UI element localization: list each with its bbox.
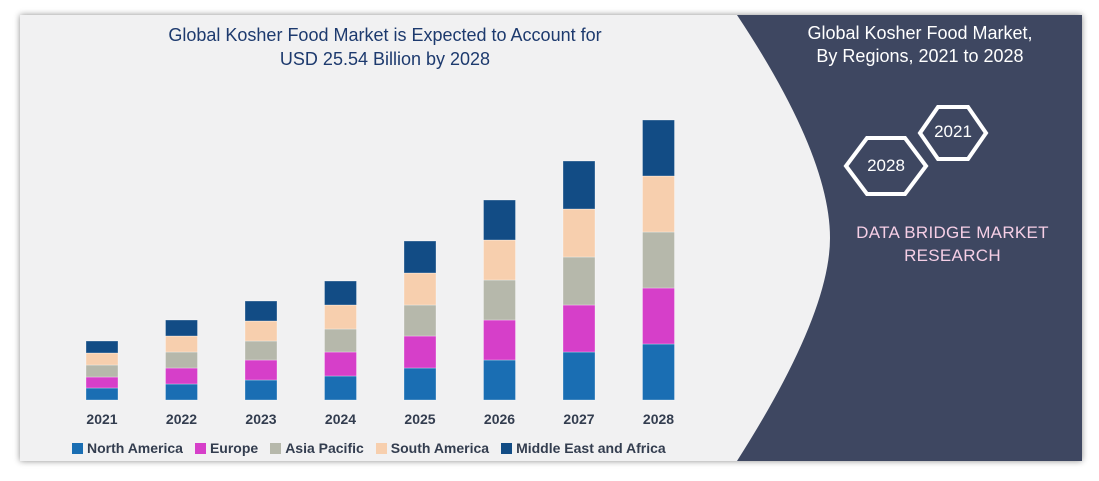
legend-swatch xyxy=(375,442,387,454)
bar-segment-2027-south-america xyxy=(562,208,596,258)
bar-segment-2022-europe xyxy=(165,367,198,385)
brand-line2: RESEARCH xyxy=(904,246,1001,265)
bar-segment-2021-asia-pacific xyxy=(85,364,119,378)
bar-segment-2024-north-america xyxy=(324,375,357,401)
legend-swatch xyxy=(72,442,83,454)
hex-2021-shape xyxy=(917,105,989,161)
x-tick-label-2027: 2027 xyxy=(563,411,594,427)
bar-segment-2024-europe xyxy=(324,351,357,377)
chart-subtitle: USD 25.54 Billion by 2028 xyxy=(279,49,491,69)
x-tick-label-2022: 2022 xyxy=(166,411,197,427)
bar-segment-2026-asia-pacific xyxy=(483,279,516,321)
legend-item-asia-pacific: Asia Pacific xyxy=(270,440,364,456)
legend-label: Europe xyxy=(209,440,259,456)
legend-label: North America xyxy=(87,440,183,456)
hex-start-label: 2021 xyxy=(934,122,972,141)
bar-segment-2027-middle-east-and-africa xyxy=(562,160,596,210)
bar-segment-2028-europe xyxy=(642,287,675,345)
bar-segment-2028-middle-east-and-africa xyxy=(642,119,675,177)
right-panel-shape xyxy=(737,15,1082,461)
legend-item-south-america: South America xyxy=(375,440,490,456)
x-tick-labels: 2021 2022 2023 2024 2025 2026 2027 2028 xyxy=(86,411,674,427)
hex-2028-shape xyxy=(843,136,929,196)
x-tick-label-2021: 2021 xyxy=(86,411,117,427)
x-tick-label-2028: 2028 xyxy=(643,411,674,427)
bar-segment-2022-north-america xyxy=(165,383,198,401)
bar-segment-2027-north-america xyxy=(562,351,596,401)
bar-segment-2026-middle-east-and-africa xyxy=(483,199,516,241)
legend-swatch xyxy=(194,442,206,454)
brand-line1: DATA BRIDGE MARKET xyxy=(856,223,1049,242)
panel-title-line2: By Regions, 2021 to 2028 xyxy=(816,46,1024,66)
bar-segment-2024-asia-pacific xyxy=(324,328,357,353)
bar-segment-2028-asia-pacific xyxy=(642,231,675,289)
bar-segment-2024-south-america xyxy=(324,304,357,330)
legend-swatch xyxy=(501,442,513,454)
bar-segment-2023-north-america xyxy=(244,379,278,401)
chart-title: Global Kosher Food Market is Expected to… xyxy=(168,25,602,45)
infographic-frame: 2021 2022 2023 2024 2025 2026 2027 2028 Global … xyxy=(20,15,1082,461)
stacked-bar-chart: 2021 2022 2023 2024 2025 2026 2027 2028 xyxy=(85,119,675,427)
bar-segment-2026-north-america xyxy=(483,359,516,401)
bar-segment-2021-europe xyxy=(85,376,119,389)
bar-segment-2021-south-america xyxy=(85,352,119,366)
legend-item-middle-east-and-africa: Middle East and Africa xyxy=(501,440,666,456)
legend-item-north-america: North America xyxy=(72,440,183,456)
legend-item-europe: Europe xyxy=(194,440,259,456)
bar-segment-2023-europe xyxy=(244,359,278,381)
bar-segment-2021-middle-east-and-africa xyxy=(85,340,119,354)
bar-segment-2027-asia-pacific xyxy=(562,256,596,306)
bar-segment-2022-asia-pacific xyxy=(165,351,198,369)
bars-layer xyxy=(85,119,675,401)
bar-segment-2023-asia-pacific xyxy=(244,340,278,361)
bar-segment-2026-south-america xyxy=(483,239,516,281)
legend-label: Middle East and Africa xyxy=(516,440,666,456)
legend-swatch xyxy=(270,442,282,454)
x-tick-label-2025: 2025 xyxy=(404,411,435,427)
bar-segment-2028-south-america xyxy=(642,175,675,233)
bar-segment-2023-south-america xyxy=(244,320,278,342)
bar-segment-2027-europe xyxy=(562,304,596,353)
bar-segment-2026-europe xyxy=(483,319,516,361)
bar-segment-2025-asia-pacific xyxy=(403,304,437,337)
bar-segment-2025-europe xyxy=(403,335,437,369)
legend-label: Asia Pacific xyxy=(285,440,364,456)
legend-label: South America xyxy=(390,440,490,456)
chart-legend: North America Europe Asia Pacific South Ame… xyxy=(72,440,666,456)
bar-segment-2025-south-america xyxy=(403,272,437,306)
bar-segment-2025-north-america xyxy=(403,367,437,401)
bar-segment-2022-south-america xyxy=(165,335,198,353)
bar-segment-2025-middle-east-and-africa xyxy=(403,240,437,274)
bar-segment-2023-middle-east-and-africa xyxy=(244,300,278,322)
hex-end-label: 2028 xyxy=(867,156,905,175)
bar-segment-2024-middle-east-and-africa xyxy=(324,280,357,306)
x-tick-label-2026: 2026 xyxy=(484,411,515,427)
panel-title-line1: Global Kosher Food Market, xyxy=(807,23,1033,43)
x-tick-label-2024: 2024 xyxy=(325,411,356,427)
bar-segment-2022-middle-east-and-africa xyxy=(165,319,198,337)
bar-segment-2028-north-america xyxy=(642,343,675,401)
x-tick-label-2023: 2023 xyxy=(245,411,276,427)
bar-segment-2021-north-america xyxy=(85,387,119,401)
